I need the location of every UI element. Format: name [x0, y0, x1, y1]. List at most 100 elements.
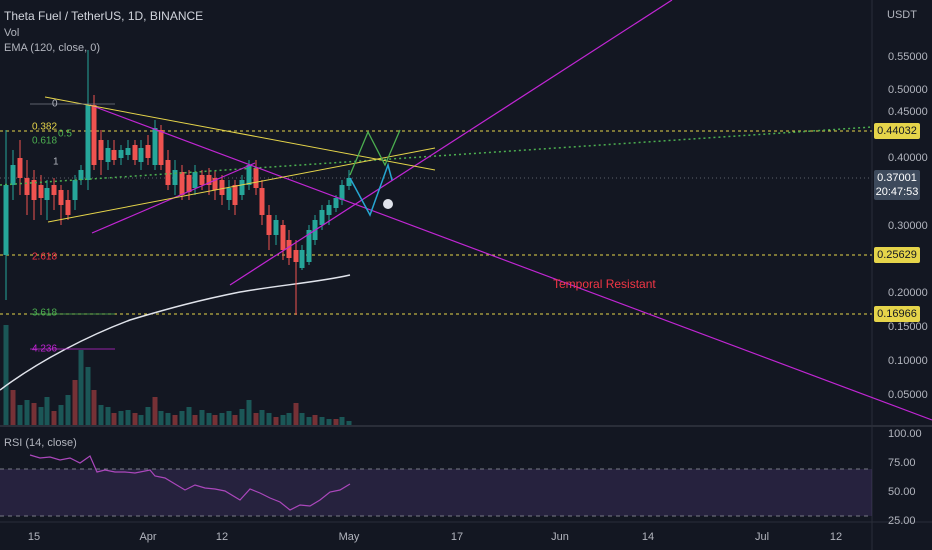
candle-body	[172, 170, 178, 185]
volume-bar	[152, 397, 158, 425]
trend-line	[0, 126, 873, 186]
candle-body	[24, 178, 30, 195]
candle-body	[232, 185, 238, 205]
candle-body	[125, 148, 131, 155]
volume-bar	[17, 405, 23, 425]
volume-bar	[246, 400, 252, 425]
fib-label: 3.618	[32, 308, 57, 319]
candle-body	[319, 210, 325, 225]
volume-bar	[51, 411, 57, 425]
time-label: Jul	[755, 531, 769, 543]
volume-bar	[219, 413, 225, 425]
candle-body	[326, 205, 332, 215]
candle-body	[17, 158, 23, 178]
volume-label: Vol	[4, 27, 19, 39]
volume-bar	[206, 413, 212, 425]
candle-body	[199, 175, 205, 185]
volume-bar	[172, 415, 178, 425]
volume-bar	[212, 415, 218, 425]
volume-bar	[273, 417, 279, 425]
time-label: 12	[216, 531, 228, 543]
icon	[383, 199, 393, 209]
trend-line	[89, 104, 932, 421]
volume-bar	[78, 350, 84, 425]
candle-body	[246, 165, 252, 185]
price-label: 0.30000	[888, 220, 928, 232]
rsi-axis-label: 75.00	[888, 457, 916, 469]
volume-bar	[132, 413, 138, 425]
candle-body	[85, 105, 91, 180]
candle-body	[280, 225, 286, 250]
volume-bar	[65, 395, 71, 425]
price-tag	[874, 123, 920, 139]
volume-bar	[232, 415, 238, 425]
price-label: 0.55000	[888, 51, 928, 63]
volume-bar	[3, 325, 9, 425]
volume-bar	[239, 409, 245, 425]
candle-body	[333, 198, 339, 208]
candle-body	[253, 168, 259, 188]
candle-body	[299, 250, 305, 268]
ema-line	[0, 274, 351, 391]
trend-line	[229, 0, 673, 286]
time-label: 12	[830, 531, 842, 543]
volume-bar	[118, 411, 124, 425]
candle-body	[346, 178, 352, 186]
volume-bar	[306, 417, 312, 425]
candle-body	[118, 150, 124, 158]
projection-arrow	[349, 129, 401, 176]
price-tag-label: 0.44032	[877, 125, 917, 137]
candle-body	[145, 145, 151, 158]
price-tag	[874, 170, 920, 200]
annotation: Temporal Resistant	[553, 277, 656, 291]
fib-label: 0.382	[32, 122, 57, 133]
currency: USDT	[887, 9, 917, 21]
volume-bar	[138, 415, 144, 425]
time-label: Apr	[139, 531, 156, 543]
volume-bar	[105, 407, 111, 425]
candle-body	[266, 215, 272, 235]
candle-body	[138, 148, 144, 162]
candle-body	[38, 185, 44, 198]
candle-body	[111, 150, 117, 160]
candle-body	[65, 200, 71, 215]
candle-body	[165, 160, 171, 185]
candle-body	[72, 180, 78, 200]
candle-body	[51, 185, 57, 195]
fib-label: 0.618	[32, 136, 57, 147]
volume-bar	[346, 421, 352, 425]
candle-body	[226, 188, 232, 200]
price-label: 0.45000	[888, 106, 928, 118]
volume-bar	[326, 419, 332, 425]
volume-bar	[293, 403, 299, 425]
volume-bar	[226, 411, 232, 425]
volume-bar	[58, 405, 64, 425]
time-label: Jun	[551, 531, 569, 543]
price-tag-label: 0.37001	[877, 172, 917, 184]
volume-bar	[10, 390, 16, 425]
volume-bar	[339, 417, 345, 425]
candle-body	[105, 148, 111, 162]
volume-bar	[312, 415, 318, 425]
time-label: May	[339, 531, 360, 543]
volume-bar	[259, 410, 265, 425]
symbol-title: Theta Fuel / TetherUS, 1D, BINANCE	[4, 9, 203, 23]
price-label: 0.05000	[888, 389, 928, 401]
rsi-label: RSI (14, close)	[4, 437, 77, 449]
fib-label: 0	[52, 99, 58, 110]
volume-bars	[3, 325, 352, 425]
candle-body	[3, 185, 9, 255]
volume-bar	[145, 407, 151, 425]
volume-bar	[186, 407, 192, 425]
volume-bar	[299, 413, 305, 425]
candle-body	[98, 140, 104, 160]
candle-body	[239, 180, 245, 195]
candle-body	[306, 230, 312, 262]
candle-body	[91, 105, 97, 165]
volume-bar	[24, 400, 30, 425]
candle-body	[44, 188, 50, 200]
price-tag-label: 0.16966	[877, 308, 917, 320]
candle-body	[10, 165, 16, 185]
